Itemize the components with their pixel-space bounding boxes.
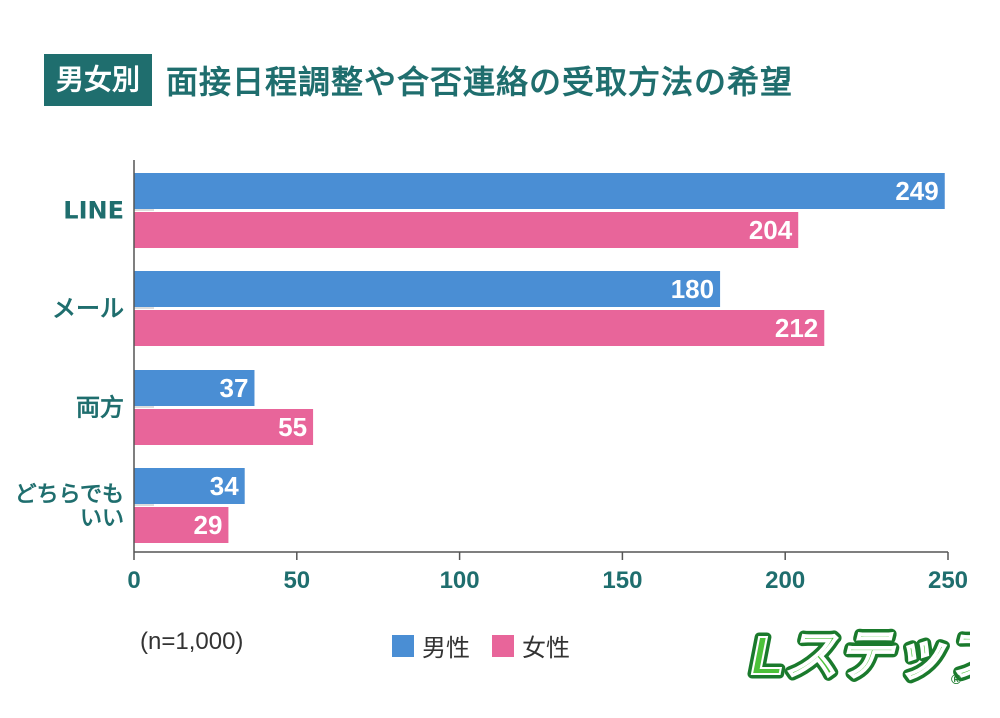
data-label-female-0: 204	[749, 215, 793, 245]
logo-outline: Lステップ	[751, 626, 970, 686]
data-label-male-1: 180	[671, 274, 714, 304]
lstep-logo: Lステップ Lステップ ®	[747, 622, 971, 691]
registered-mark: ®	[951, 671, 962, 687]
bar-female-0	[134, 212, 799, 248]
sample-size-note: (n=1,000)	[140, 628, 244, 655]
bar-male-0	[134, 173, 945, 209]
category-label-3-line-0: どちらでも	[15, 483, 124, 508]
bar-male-3	[134, 468, 245, 504]
legend-swatch-female	[492, 634, 514, 657]
x-tick-label-3: 150	[602, 567, 642, 594]
x-tick-label-5: 250	[928, 567, 968, 594]
bar-female-3	[134, 507, 229, 543]
category-label-2: 両方	[76, 394, 124, 422]
x-tick-label-1: 50	[283, 567, 310, 594]
data-label-female-3: 29	[194, 510, 223, 540]
logo-text: Lステップ	[751, 626, 970, 686]
chart-title: 男女別 面接日程調整や合否連絡の受取方法の希望	[44, 50, 793, 110]
title-text: 面接日程調整や合否連絡の受取方法の希望	[166, 63, 794, 101]
x-tick-label-4: 200	[765, 567, 805, 594]
x-tick-label-2: 100	[440, 567, 480, 594]
data-label-male-3: 34	[210, 471, 239, 501]
data-label-male-0: 249	[895, 176, 938, 206]
data-label-male-2: 37	[220, 373, 249, 403]
data-label-female-2: 55	[278, 412, 307, 442]
legend-label-male: 男性	[422, 634, 470, 662]
category-label-0: LINE	[63, 197, 124, 225]
legend-item-female: 女性	[492, 628, 570, 663]
legend-swatch-male	[392, 634, 414, 657]
title-badge: 男女別	[44, 54, 153, 106]
legend: 男性 女性	[392, 628, 592, 663]
bar-female-1	[134, 310, 825, 346]
category-label-3-line-1: いい	[80, 507, 124, 532]
data-label-female-1: 212	[775, 313, 818, 343]
category-label-1: メール	[52, 295, 124, 323]
bar-male-1	[134, 271, 721, 307]
bar-male-2	[134, 370, 255, 406]
legend-item-male: 男性	[392, 628, 470, 663]
x-tick-label-0: 0	[127, 567, 140, 594]
legend-label-female: 女性	[522, 634, 570, 662]
bar-female-2	[134, 409, 314, 445]
